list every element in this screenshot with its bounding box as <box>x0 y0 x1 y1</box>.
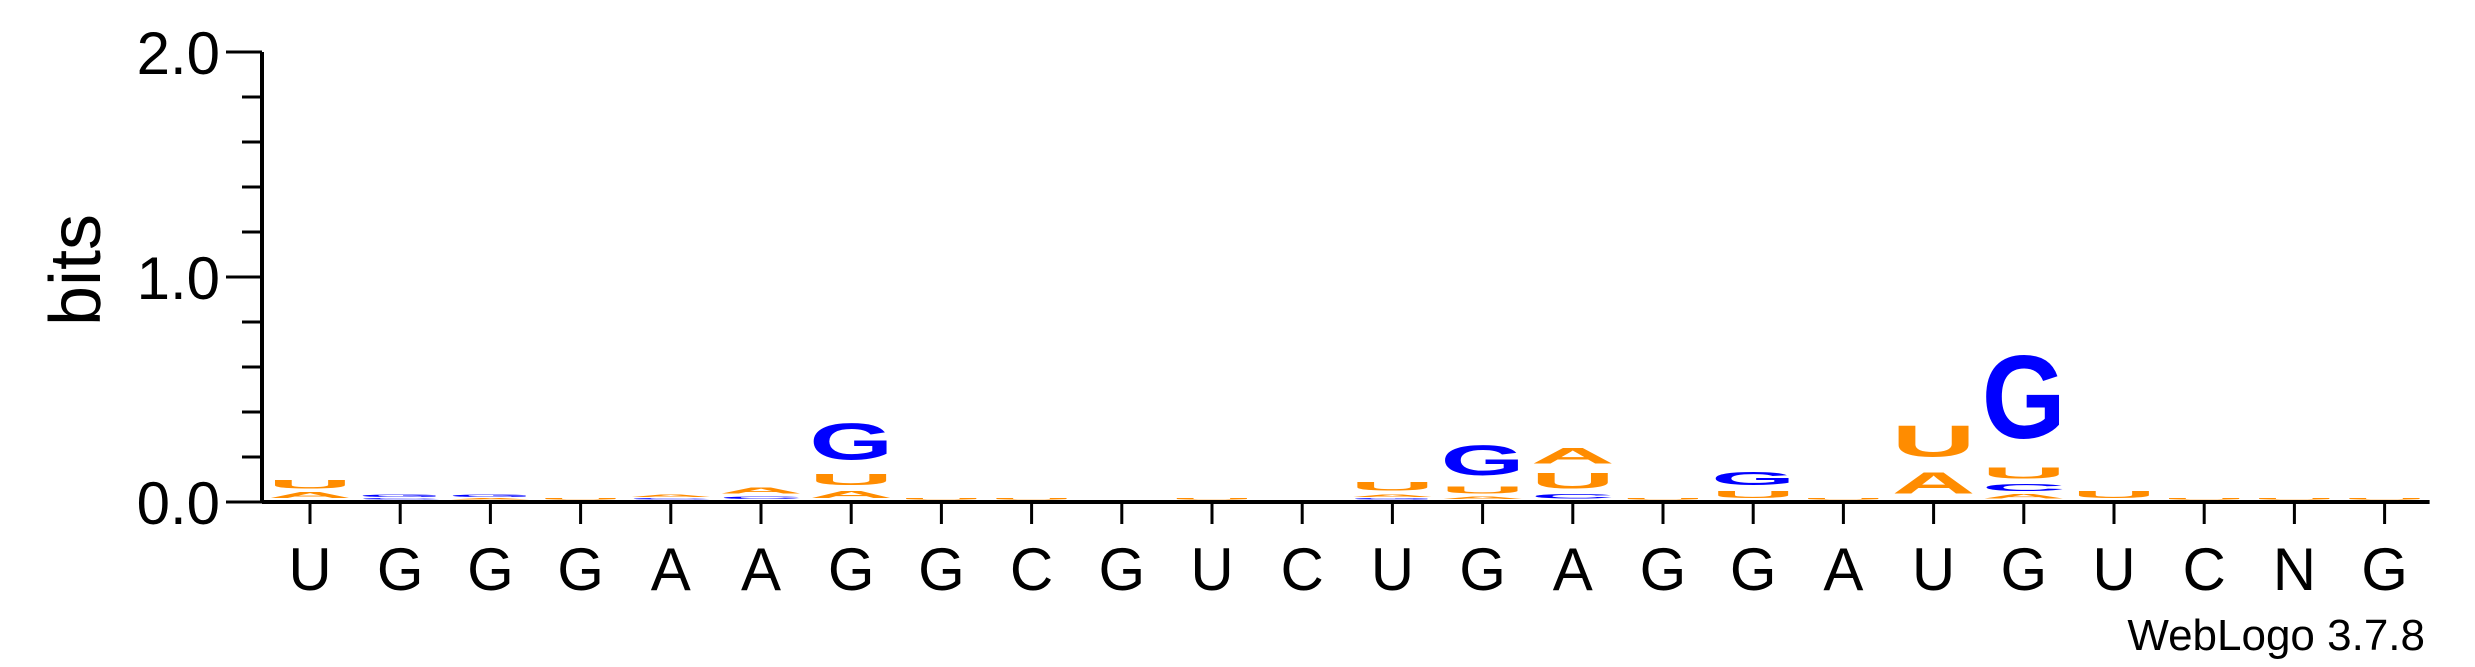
logo-letter-u: U <box>1531 468 1615 493</box>
y-axis-label: bits <box>36 214 116 326</box>
x-tick-label: U <box>1912 536 1955 603</box>
logo-letter-g: G <box>809 412 893 471</box>
position-stack: CA <box>719 487 803 500</box>
x-tick-label: G <box>918 536 965 603</box>
logo-letter-c: C <box>629 498 713 500</box>
x-tick-label: G <box>557 536 604 603</box>
logo-letter-u: U <box>1170 498 1254 500</box>
x-tick-label: C <box>1010 536 1053 603</box>
logo-letter-u: U <box>990 498 1074 500</box>
logo-letter-u: U <box>1711 489 1795 500</box>
position-stack: CA <box>629 493 713 500</box>
logo-letter-u: U <box>539 498 623 500</box>
logo-letter-g: G <box>1350 498 1434 500</box>
position-stack: U <box>2072 489 2156 500</box>
position-stack: U <box>2162 498 2246 500</box>
logo-letter-a: A <box>1441 496 1525 500</box>
position-stack: U <box>1170 498 1254 500</box>
position-stack: U <box>990 498 1074 500</box>
x-tick-label: C <box>2183 536 2226 603</box>
logo-letter-a: A <box>1982 493 2066 500</box>
x-tick-label: G <box>2361 536 2408 603</box>
position-stack: U <box>899 498 983 500</box>
position-stack: AUG <box>1441 437 1525 500</box>
logo-letter-u: U <box>1801 498 1885 500</box>
position-stack: U <box>539 498 623 500</box>
x-tick-label: A <box>741 536 781 603</box>
logo-letter-u: U <box>2072 489 2156 500</box>
x-tick-label: U <box>1371 536 1414 603</box>
position-stack: GAU <box>1350 480 1434 500</box>
logo-letter-g: G <box>1982 331 2066 464</box>
x-tick-label: G <box>1730 536 1777 603</box>
position-stack: AUG <box>809 412 893 500</box>
weblogo-version-label: WebLogo 3.7.8 <box>2127 611 2425 660</box>
logo-letter-u: U <box>268 477 352 491</box>
logo-letter-c: C <box>358 498 442 500</box>
position-stack: AU <box>1892 416 1976 500</box>
logo-letter-u: U <box>1892 416 1976 466</box>
logo-letter-a: A <box>1350 493 1434 497</box>
position-stack: UG <box>1711 469 1795 500</box>
x-tick-label: G <box>467 536 514 603</box>
logo-letter-g: G <box>1711 469 1795 489</box>
position-stack: CUA <box>1531 444 1615 500</box>
x-tick-label: G <box>1640 536 1687 603</box>
logo-letter-u: U <box>1982 464 2066 482</box>
x-tick-label: U <box>288 536 331 603</box>
logo-letter-u: U <box>1441 484 1525 495</box>
x-tick-label: G <box>2000 536 2047 603</box>
logo-letter-u: U <box>2343 498 2427 500</box>
x-tick-label: A <box>1553 536 1593 603</box>
logo-letter-a: A <box>629 493 713 497</box>
position-stack: AG <box>448 493 532 500</box>
logo-letter-u: U <box>1621 498 1705 500</box>
x-tick-label: U <box>1190 536 1233 603</box>
logo-letter-u: U <box>809 471 893 489</box>
logo-letter-a: A <box>1531 444 1615 469</box>
x-tick-label: G <box>1459 536 1506 603</box>
logo-letter-c: C <box>719 496 803 500</box>
y-axis: 0.0 1.0 2.0 <box>137 20 264 537</box>
position-stack: U <box>2252 498 2336 500</box>
x-tick-label: G <box>1098 536 1145 603</box>
logo-letter-u: U <box>2252 498 2336 500</box>
x-tick-label: G <box>377 536 424 603</box>
position-stack: U <box>1621 498 1705 500</box>
position-stack: U <box>2343 498 2427 500</box>
logo-letter-c: C <box>1531 493 1615 500</box>
x-tick-label: U <box>2092 536 2135 603</box>
logo-letter-a: A <box>809 489 893 500</box>
y-tick-label: 0.0 <box>137 470 220 537</box>
logo-letter-a: A <box>268 491 352 500</box>
y-tick-label: 2.0 <box>137 20 220 87</box>
logo-letter-g: G <box>358 493 442 497</box>
x-tick-label: C <box>1281 536 1324 603</box>
logo-letter-a: A <box>1892 466 1976 500</box>
logo-letter-u: U <box>899 498 983 500</box>
position-stack: U <box>1801 498 1885 500</box>
x-tick-label: G <box>828 536 875 603</box>
logo-letter-c: C <box>1982 482 2066 493</box>
logo-letter-g: G <box>1441 437 1525 484</box>
logo-letter-u: U <box>2162 498 2246 500</box>
x-tick-label: N <box>2273 536 2316 603</box>
logo-letter-a: A <box>448 498 532 500</box>
x-tick-label: A <box>651 536 691 603</box>
position-stack: AU <box>268 477 352 500</box>
logo-letter-u: U <box>1350 480 1434 494</box>
logo-letter-g: G <box>448 493 532 497</box>
y-tick-label: 1.0 <box>137 245 220 312</box>
logo-letter-a: A <box>719 487 803 496</box>
x-tick-label: A <box>1823 536 1863 603</box>
position-stack: CG <box>358 493 442 500</box>
